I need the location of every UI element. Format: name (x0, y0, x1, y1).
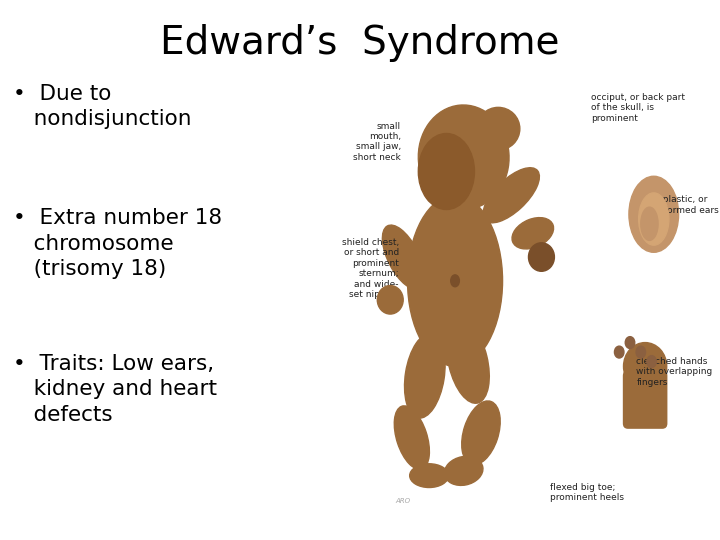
Ellipse shape (444, 456, 483, 485)
Text: occiput, or back part
of the skull, is
prominent: occiput, or back part of the skull, is p… (591, 93, 685, 123)
Ellipse shape (477, 107, 520, 150)
Ellipse shape (418, 133, 474, 210)
Text: •  Extra number 18
   chromosome
   (trisomy 18): • Extra number 18 chromosome (trisomy 18… (13, 208, 222, 279)
Ellipse shape (647, 356, 657, 368)
Ellipse shape (624, 342, 667, 390)
Text: Edward’s  Syndrome: Edward’s Syndrome (161, 24, 559, 62)
Ellipse shape (377, 286, 403, 314)
Ellipse shape (418, 105, 509, 210)
Ellipse shape (629, 176, 679, 252)
Text: •  Due to
   nondisjunction: • Due to nondisjunction (13, 84, 192, 129)
Ellipse shape (528, 243, 554, 271)
FancyBboxPatch shape (624, 371, 667, 428)
Text: •  Traits: Low ears,
   kidney and heart
   defects: • Traits: Low ears, kidney and heart def… (13, 354, 217, 425)
Ellipse shape (410, 464, 449, 488)
Text: dysplastic, or
malformed ears: dysplastic, or malformed ears (647, 195, 719, 215)
Ellipse shape (382, 225, 424, 289)
Text: ARO: ARO (395, 498, 411, 504)
Ellipse shape (483, 168, 539, 223)
Ellipse shape (512, 218, 554, 249)
Ellipse shape (462, 401, 500, 465)
Ellipse shape (408, 195, 503, 366)
Text: small
mouth,
small jaw,
short neck: small mouth, small jaw, short neck (354, 122, 401, 162)
Ellipse shape (446, 320, 490, 403)
Ellipse shape (641, 207, 658, 240)
Ellipse shape (451, 275, 459, 287)
Text: clenched hands
with overlapping
fingers: clenched hands with overlapping fingers (636, 357, 713, 387)
Ellipse shape (614, 346, 624, 358)
Text: flexed big toe;
prominent heels: flexed big toe; prominent heels (550, 483, 624, 502)
Ellipse shape (625, 336, 635, 348)
Ellipse shape (636, 346, 646, 358)
Ellipse shape (405, 334, 445, 418)
Ellipse shape (395, 406, 429, 469)
Text: shield chest,
or short and
prominent
sternum;
and wide-
set nipples: shield chest, or short and prominent ste… (341, 238, 399, 299)
Ellipse shape (639, 193, 669, 245)
